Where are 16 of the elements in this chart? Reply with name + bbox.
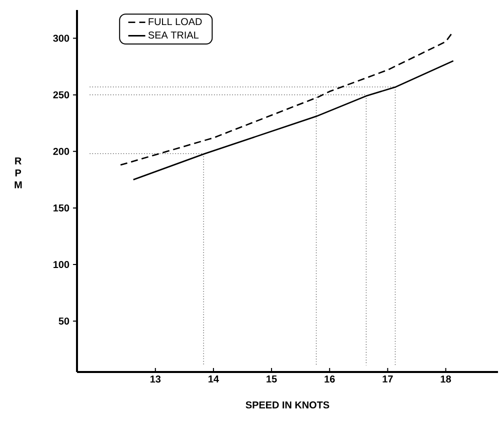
y-tick-label: 50 bbox=[58, 318, 70, 325]
y-tick-label: 250 bbox=[53, 91, 70, 98]
x-tick-label: 14 bbox=[208, 376, 219, 382]
y-tick-label: 300 bbox=[53, 34, 70, 42]
legend-label: SEA TRIAL bbox=[148, 32, 199, 39]
x-tick-label: 13 bbox=[150, 376, 161, 383]
y-axis-title: R P M bbox=[14, 158, 22, 188]
x-tick-label: 15 bbox=[266, 376, 277, 382]
legend-label: FULL LOAD bbox=[148, 18, 202, 26]
x-tick-label: 17 bbox=[382, 376, 393, 382]
x-tick-label: 18 bbox=[440, 376, 451, 383]
y-tick-label: 200 bbox=[53, 148, 70, 155]
y-tick-label: 100 bbox=[53, 261, 70, 268]
x-axis-title: SPEED IN KNOTS bbox=[246, 401, 330, 408]
y-tick-label: 150 bbox=[53, 204, 70, 212]
x-tick-label: 16 bbox=[324, 376, 335, 383]
